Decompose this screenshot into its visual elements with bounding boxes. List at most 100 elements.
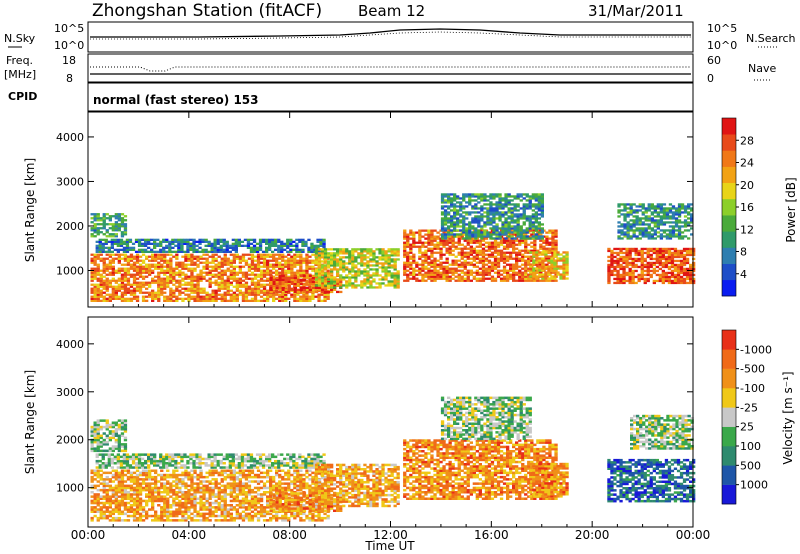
power-echo-cell [284,261,288,264]
power-echo-cell [475,239,479,242]
velocity-echo-cell [108,497,112,500]
power-echo-cell [90,271,94,274]
power-echo-cell [126,261,131,264]
power-echo-cell [111,233,115,236]
power-echo-cell [252,244,257,247]
power-echo-cell [320,264,325,267]
power-echo-cell [339,252,343,255]
power-echo-cell [495,211,499,214]
power-echo-cell [184,297,188,300]
power-echo-cell [317,248,322,251]
power-echo-cell [524,277,528,280]
power-echo-cell [670,273,675,277]
power-echo-cell [214,279,218,282]
power-echo-cell [673,273,678,277]
power-echo-cell [135,261,140,264]
power-echo-cell [625,251,629,255]
power-echo-cell [259,277,264,280]
power-echo-cell [562,263,566,266]
power-echo-cell [113,242,117,245]
power-echo-cell [613,259,617,263]
power-echo-cell [607,265,611,269]
power-echo-cell [445,271,449,274]
power-echo-cell [272,282,276,285]
power-echo-cell [247,257,252,260]
power-echo-cell [547,255,551,258]
power-echo-cell [510,199,514,202]
power-echo-cell [256,291,261,294]
power-echo-cell [320,248,325,251]
power-echo-cell [522,213,526,216]
velocity-echo-cell [114,475,118,479]
power-echo-cell [454,255,458,258]
power-echo-cell [184,277,188,280]
power-echo-cell [165,240,169,243]
power-echo-cell [474,195,478,198]
power-echo-cell [498,197,502,200]
power-echo-cell [528,227,532,230]
power-echo-cell [277,250,281,253]
power-echo-cell [647,233,651,236]
power-echo-cell [272,267,276,270]
power-echo-cell [527,261,531,264]
power-echo-cell [393,272,397,275]
power-echo-cell [475,251,479,254]
power-echo-cell [513,213,517,216]
power-echo-cell [628,263,632,267]
power-echo-cell [195,244,199,247]
power-echo-cell [211,297,215,300]
power-echo-cell [635,223,639,226]
power-echo-cell [232,253,236,256]
velocity-echo-cell [102,497,106,500]
power-echo-cell [229,277,233,280]
power-echo-cell [154,275,158,278]
power-echo-cell [513,219,517,222]
power-echo-cell [281,263,285,266]
power-echo-cell [496,243,501,246]
power-echo-cell [96,255,100,258]
power-echo-cell [687,217,691,220]
power-echo-cell [135,297,140,300]
power-echo-cell [351,256,355,259]
power-echo-cell [135,259,140,262]
power-echo-cell [433,263,437,266]
power-echo-cell [289,250,293,253]
power-echo-cell [513,231,517,234]
power-echo-cell [293,261,297,264]
power-echo-cell [433,279,437,282]
power-echo-cell [120,233,125,236]
power-echo-cell [529,263,533,266]
power-echo-cell [108,217,112,220]
power-echo-cell [483,235,487,238]
power-echo-cell [492,217,496,220]
power-echo-cell [484,241,489,244]
power-echo-cell [93,283,97,286]
power-echo-cell [484,259,489,262]
power-echo-cell [232,285,236,288]
power-echo-cell [541,251,545,254]
power-echo-cell [545,231,549,234]
power-echo-cell [286,240,290,243]
power-echo-cell [287,265,291,268]
power-echo-cell [231,238,235,241]
noise-panel-frame [87,21,694,53]
power-echo-cell [632,235,636,238]
power-echo-cell [296,290,300,294]
power-echo-cell [454,261,458,264]
power-echo-cell [111,253,115,256]
power-echo-cell [126,255,131,258]
power-echo-cell [524,273,528,276]
power-echo-cell [256,257,261,260]
power-echo-cell [301,250,305,253]
power-echo-cell [409,243,413,246]
power-echo-cell [342,262,346,265]
power-echo-cell [406,277,410,280]
power-echo-cell [160,281,164,284]
power-echo-cell [626,223,630,226]
nave-label: Nave [748,62,776,75]
power-echo-cell [475,241,479,244]
power-echo-cell [169,295,173,298]
power-echo-cell [466,239,470,242]
power-echo-cell [519,225,523,228]
power-echo-cell [181,279,185,282]
